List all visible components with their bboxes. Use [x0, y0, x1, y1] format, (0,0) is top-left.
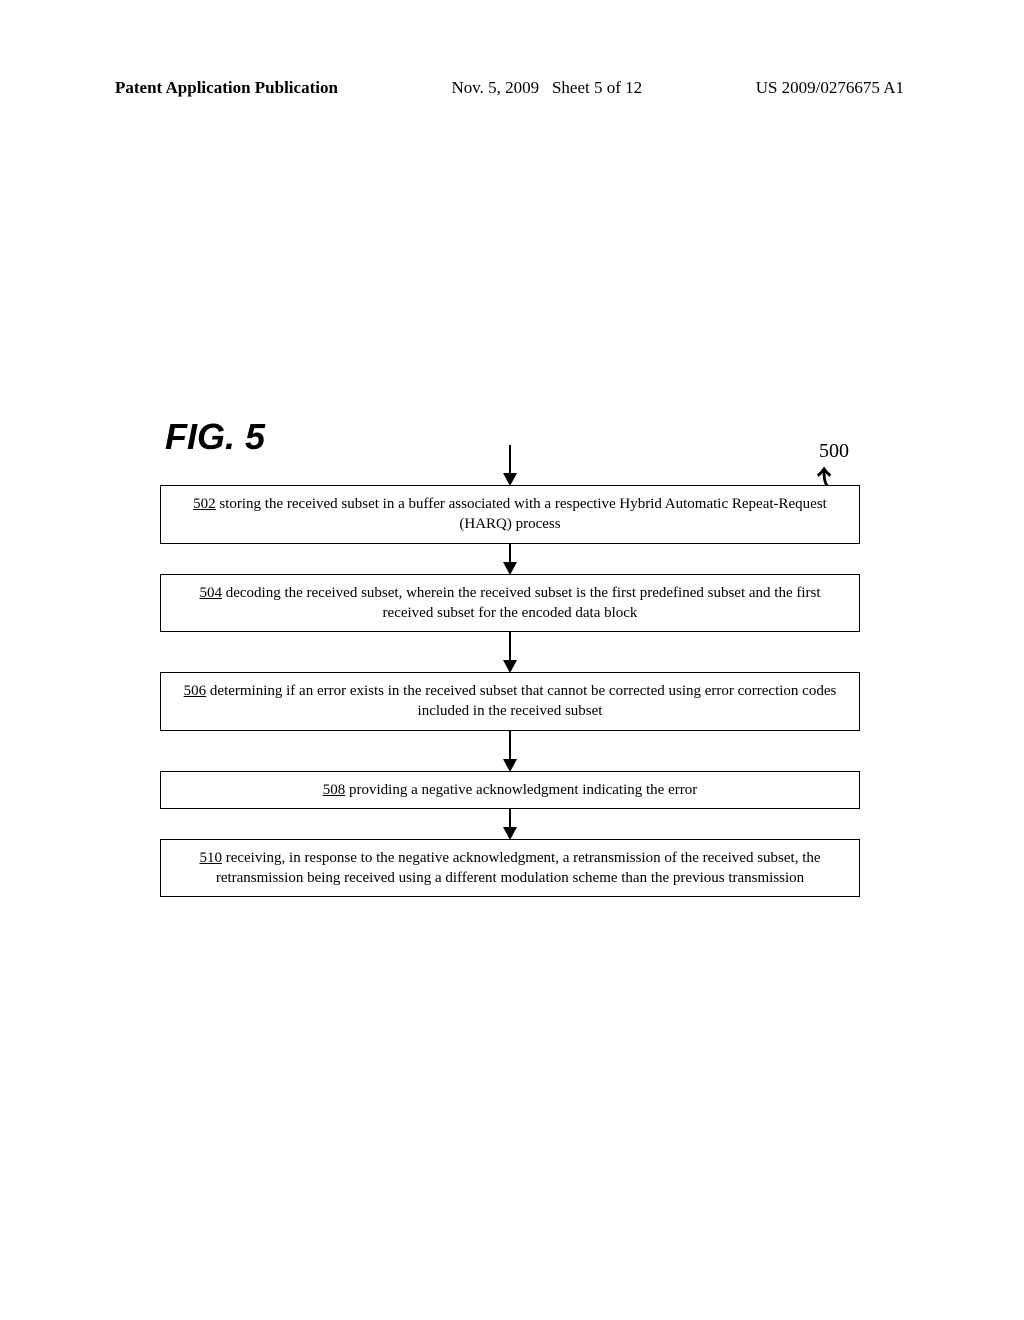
flow-step-510: 510 receiving, in response to the negati…: [160, 839, 860, 898]
flow-step-508: 508 providing a negative acknowledgment …: [160, 771, 860, 809]
step-number: 510: [199, 850, 222, 866]
flowchart: 502 storing the received subset in a buf…: [160, 445, 860, 897]
header-date: Nov. 5, 2009: [452, 78, 540, 97]
header-center: Nov. 5, 2009 Sheet 5 of 12: [452, 78, 643, 98]
header-sheet: Sheet 5 of 12: [552, 78, 642, 97]
flow-step-504: 504 decoding the received subset, wherei…: [160, 574, 860, 633]
page-header: Patent Application Publication Nov. 5, 2…: [0, 78, 1024, 98]
flow-arrow-icon: [160, 809, 860, 839]
step-number: 508: [323, 782, 346, 798]
header-right: US 2009/0276675 A1: [756, 78, 904, 98]
flow-arrow-icon: [160, 445, 860, 485]
flow-arrow-icon: [160, 544, 860, 574]
step-text: determining if an error exists in the re…: [206, 683, 836, 719]
flow-step-506: 506 determining if an error exists in th…: [160, 672, 860, 731]
step-number: 502: [193, 496, 216, 512]
step-text: decoding the received subset, wherein th…: [222, 585, 821, 621]
step-text: storing the received subset in a buffer …: [216, 496, 827, 532]
flow-arrow-icon: [160, 632, 860, 672]
step-number: 506: [184, 683, 207, 699]
header-left: Patent Application Publication: [115, 78, 338, 98]
flow-step-502: 502 storing the received subset in a buf…: [160, 485, 860, 544]
flow-arrow-icon: [160, 731, 860, 771]
step-number: 504: [199, 585, 222, 601]
step-text: receiving, in response to the negative a…: [216, 850, 821, 886]
step-text: providing a negative acknowledgment indi…: [345, 782, 697, 798]
